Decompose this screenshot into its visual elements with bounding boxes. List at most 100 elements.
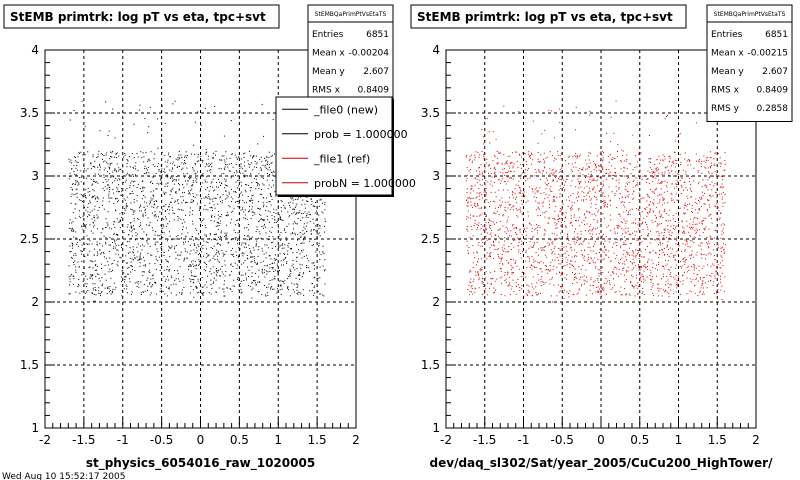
data-point: [557, 219, 559, 221]
data-point: [320, 253, 322, 255]
data-point: [629, 233, 631, 235]
data-point: [200, 124, 202, 126]
data-point: [318, 242, 320, 244]
data-point: [589, 162, 591, 164]
data-point: [593, 219, 595, 221]
data-point: [479, 171, 481, 173]
data-point: [512, 167, 514, 169]
data-point: [258, 237, 259, 239]
data-point: [105, 101, 107, 103]
data-point: [118, 167, 120, 169]
data-point: [158, 183, 160, 185]
data-point: [571, 208, 573, 210]
data-point: [92, 278, 93, 280]
data-point: [602, 157, 604, 159]
data-point: [620, 160, 622, 161]
data-point: [92, 289, 94, 291]
data-point: [557, 214, 559, 216]
data-point: [135, 162, 137, 164]
data-point: [78, 215, 80, 217]
data-point: [87, 216, 88, 218]
data-point: [136, 246, 138, 248]
data-point: [251, 256, 253, 257]
data-point: [153, 190, 155, 192]
data-point: [483, 157, 485, 159]
data-point: [509, 284, 511, 286]
data-point: [116, 152, 118, 154]
data-point: [322, 245, 324, 247]
data-point: [221, 271, 223, 273]
data-point: [564, 265, 566, 266]
data-point: [147, 217, 149, 219]
data-point: [136, 195, 138, 196]
data-point: [691, 291, 693, 293]
data-point: [207, 209, 209, 211]
data-point: [559, 248, 561, 250]
data-point: [114, 137, 116, 139]
data-point: [90, 276, 92, 278]
data-point: [193, 170, 195, 172]
data-point: [467, 230, 469, 232]
data-point: [117, 234, 119, 235]
data-point: [507, 262, 509, 264]
data-point: [557, 154, 559, 156]
data-point: [608, 271, 609, 273]
data-point: [632, 193, 634, 195]
data-point: [302, 273, 304, 275]
data-point: [150, 191, 152, 193]
data-point: [514, 193, 516, 194]
data-point: [281, 244, 283, 246]
data-point: [108, 264, 110, 266]
data-point: [215, 150, 217, 152]
data-point: [582, 174, 584, 176]
data-point: [682, 259, 684, 260]
data-point: [489, 253, 491, 255]
data-point: [296, 289, 298, 291]
data-point: [670, 266, 672, 268]
data-point: [308, 267, 310, 269]
data-point: [700, 166, 702, 167]
data-point: [113, 192, 114, 194]
data-point: [182, 184, 183, 185]
data-point: [84, 125, 86, 127]
data-point: [183, 187, 185, 189]
data-point: [252, 157, 253, 159]
data-point: [98, 290, 100, 292]
data-point: [648, 211, 650, 213]
data-point: [520, 200, 522, 202]
data-point: [641, 256, 643, 258]
data-point: [183, 258, 185, 260]
data-point: [304, 228, 306, 230]
data-point: [610, 158, 612, 160]
data-point: [653, 172, 655, 174]
data-point: [130, 293, 132, 295]
data-point: [215, 291, 217, 293]
data-point: [559, 193, 561, 195]
data-point: [115, 198, 117, 200]
data-point: [317, 277, 319, 279]
data-point: [601, 287, 603, 289]
data-point: [115, 210, 117, 212]
data-point: [537, 206, 539, 208]
data-point: [93, 208, 95, 210]
data-point: [656, 225, 658, 227]
data-point: [600, 241, 602, 243]
data-point: [538, 202, 540, 204]
data-point: [185, 227, 187, 229]
data-point: [647, 233, 649, 235]
data-point: [676, 185, 678, 187]
data-point: [664, 208, 666, 210]
data-point: [106, 152, 108, 154]
data-point: [227, 196, 229, 198]
data-point: [170, 284, 172, 286]
data-point: [238, 255, 239, 257]
data-point: [532, 236, 534, 238]
data-point: [615, 100, 617, 102]
data-point: [676, 251, 678, 253]
data-point: [102, 283, 104, 285]
data-point: [710, 157, 712, 159]
data-point: [161, 231, 163, 233]
data-point: [266, 197, 268, 199]
data-point: [560, 208, 561, 210]
data-point: [246, 227, 248, 228]
